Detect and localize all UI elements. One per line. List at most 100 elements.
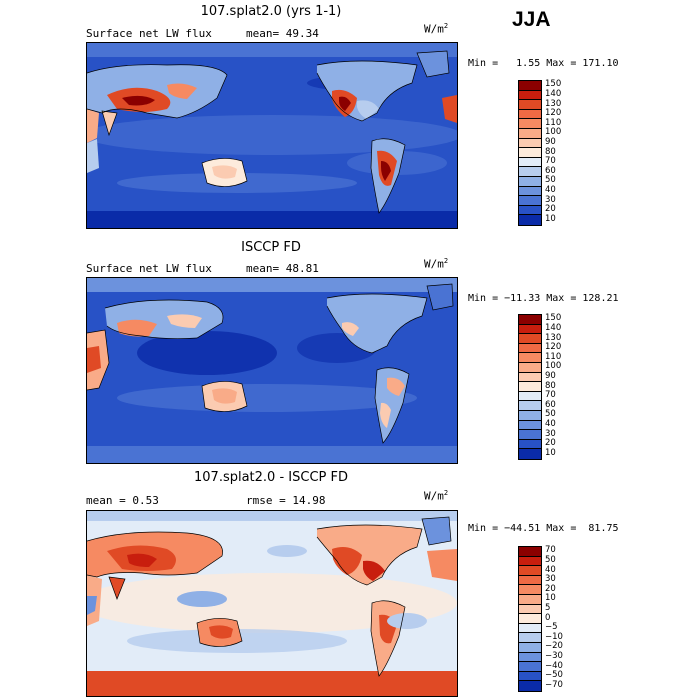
colorbar-swatch	[519, 420, 541, 431]
colorbar-swatch	[519, 138, 541, 149]
colorbar-swatch	[519, 585, 541, 595]
colorbar-swatch	[519, 410, 541, 421]
panel-3-units: W/m2	[424, 489, 449, 503]
colorbar-swatch	[519, 662, 541, 672]
colorbar-tick-label: 50	[545, 409, 556, 420]
panel-1-map-svg	[87, 43, 457, 228]
colorbar-swatch	[519, 324, 541, 335]
colorbar-swatch	[519, 430, 541, 440]
colorbar-swatches	[518, 546, 542, 692]
colorbar-swatch	[519, 391, 541, 402]
colorbar-swatch	[519, 372, 541, 383]
colorbar-tick-label: 70	[545, 545, 556, 556]
panel-2-map	[86, 277, 458, 464]
panel-1-variable: Surface net LW flux	[86, 27, 212, 40]
colorbar-swatch	[519, 81, 541, 91]
colorbar-tick-label: 30	[545, 574, 556, 585]
colorbar-swatch	[519, 652, 541, 663]
colorbar-tick-label: 40	[545, 184, 556, 195]
colorbar-tick-label: −30	[545, 650, 563, 661]
season-label: JJA	[512, 8, 551, 31]
panel-1-units: W/m2	[424, 22, 449, 36]
colorbar-tick-label: 10	[545, 447, 556, 458]
colorbar-swatch	[519, 623, 541, 634]
panel-3-range: Min = −44.51 Max = 81.75	[468, 523, 619, 534]
colorbar-tick-label: 20	[545, 438, 556, 449]
panel-3-map	[86, 510, 458, 697]
colorbar-tick-label: 50	[545, 175, 556, 186]
colorbar-tick-label: 5	[545, 602, 551, 613]
colorbar-tick-label: 100	[545, 361, 562, 372]
colorbar-tick-label: 110	[545, 351, 562, 362]
panel-1-mean: mean= 49.34	[246, 27, 319, 40]
panel-2-mean: mean= 48.81	[246, 262, 319, 275]
colorbar-swatch	[519, 100, 541, 110]
colorbar-swatch	[519, 334, 541, 344]
colorbar-tick-label: 70	[545, 156, 556, 167]
panel-2-variable: Surface net LW flux	[86, 262, 212, 275]
colorbar-swatch	[519, 186, 541, 197]
colorbar-swatch	[519, 604, 541, 615]
colorbar-tick-label: 30	[545, 194, 556, 205]
colorbar-swatch	[519, 439, 541, 450]
colorbar-swatch	[519, 642, 541, 653]
panel-3-mean: mean = 0.53	[86, 494, 159, 507]
colorbar-swatch	[519, 671, 541, 682]
colorbar-swatch	[519, 148, 541, 158]
colorbar-tick-label: 20	[545, 583, 556, 594]
colorbar-swatch	[519, 681, 541, 691]
colorbar-tick-label: 140	[545, 88, 562, 99]
panel-2-map-svg	[87, 278, 457, 463]
colorbar-tick-label: 30	[545, 428, 556, 439]
colorbar-tick-label: 130	[545, 98, 562, 109]
panel-1-map	[86, 42, 458, 229]
colorbar-swatch	[519, 566, 541, 576]
colorbar-tick-label: 130	[545, 332, 562, 343]
colorbar-tick-label: 40	[545, 418, 556, 429]
colorbar-tick-label: 150	[545, 79, 562, 90]
colorbar-swatch	[519, 382, 541, 392]
colorbar-swatch	[519, 109, 541, 120]
colorbar-tick-label: −5	[545, 622, 558, 633]
colorbar-swatch	[519, 614, 541, 624]
colorbar-tick-label: 90	[545, 370, 556, 381]
colorbar-swatch	[519, 343, 541, 354]
colorbar-swatch	[519, 205, 541, 216]
colorbar-tick-label: 120	[545, 342, 562, 353]
colorbar-tick-label: 50	[545, 554, 556, 565]
panel-2-title: ISCCP FD	[241, 240, 301, 255]
colorbar-swatches	[518, 80, 542, 226]
colorbar-tick-label: 40	[545, 564, 556, 575]
colorbar-swatch	[519, 119, 541, 129]
panel-2-units: W/m2	[424, 257, 449, 271]
panel-1-title: 107.splat2.0 (yrs 1-1)	[200, 4, 342, 19]
colorbar-tick-label: −40	[545, 660, 563, 671]
colorbar-tick-label: −50	[545, 670, 563, 681]
colorbar-swatch	[519, 575, 541, 586]
colorbar-tick-label: −70	[545, 679, 563, 690]
colorbar-swatch	[519, 167, 541, 177]
colorbar-swatch	[519, 157, 541, 168]
colorbar-tick-label: 20	[545, 204, 556, 215]
colorbar-swatch	[519, 362, 541, 373]
panel-3-title: 107.splat2.0 - ISCCP FD	[194, 470, 348, 485]
colorbar-tick-label: 10	[545, 593, 556, 604]
colorbar-tick-label: 0	[545, 612, 551, 623]
colorbar-swatches	[518, 314, 542, 460]
colorbar-swatch	[519, 401, 541, 411]
colorbar-tick-label: 110	[545, 117, 562, 128]
panel-1-range: Min = 1.55 Max = 171.10	[468, 58, 619, 69]
colorbar-tick-label: 60	[545, 399, 556, 410]
colorbar-swatch	[519, 215, 541, 225]
colorbar-tick-label: −20	[545, 641, 563, 652]
colorbar-tick-label: 10	[545, 213, 556, 224]
colorbar-tick-label: 80	[545, 380, 556, 391]
colorbar-swatch	[519, 176, 541, 187]
colorbar-swatch	[519, 315, 541, 325]
colorbar-tick-label: 120	[545, 108, 562, 119]
panel-2-range: Min = −11.33 Max = 128.21	[468, 293, 619, 304]
colorbar-swatch	[519, 196, 541, 206]
panel-3-map-svg	[87, 511, 457, 696]
colorbar-swatch	[519, 633, 541, 643]
colorbar-tick-label: 90	[545, 136, 556, 147]
